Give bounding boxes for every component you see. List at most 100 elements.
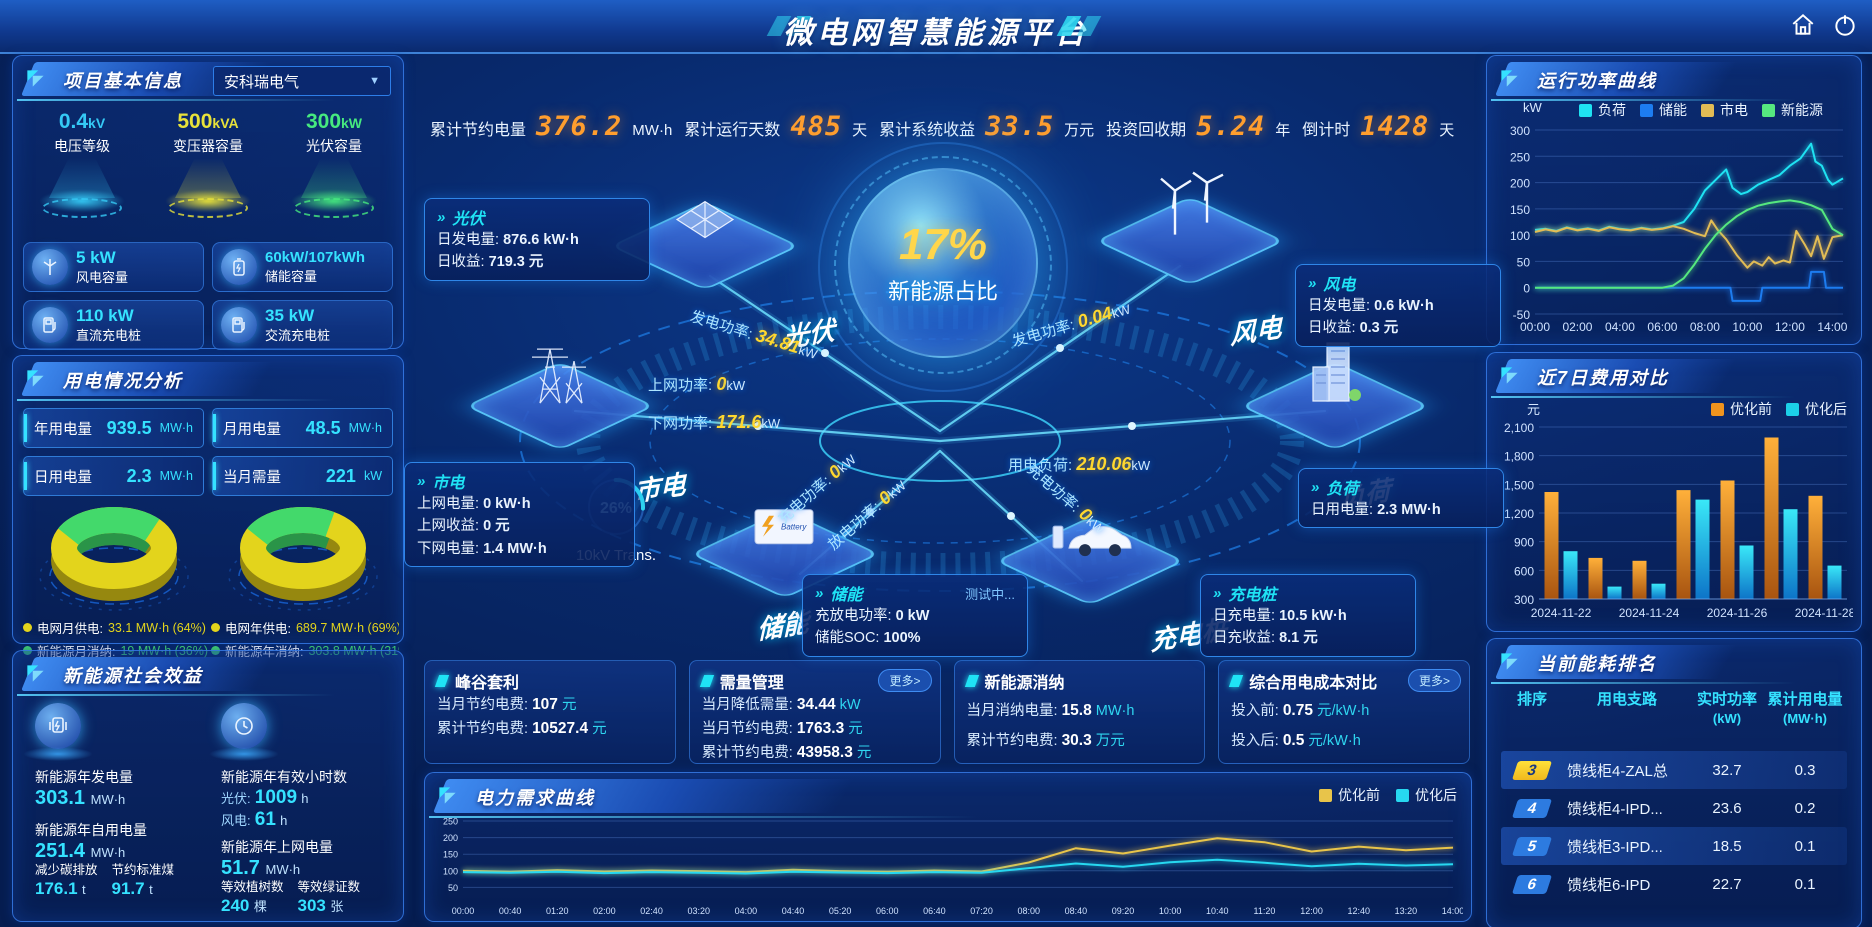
benefit-self-use: 新能源年自用电量 251.4 MW·h [35, 822, 147, 862]
svg-text:12:00: 12:00 [1300, 906, 1323, 916]
panel-header: 新能源社会效益 [17, 657, 336, 696]
svg-text:08:00: 08:00 [1690, 320, 1720, 334]
svg-text:14:00: 14:00 [1442, 906, 1463, 916]
demand-legend: 优化前 优化后 [1319, 785, 1457, 805]
flow-load-power: 用电负荷: 210.06kW [1008, 454, 1151, 474]
kpi-payback-period: 投资回收期 5.24 年 [1106, 110, 1291, 142]
energy-flow-diagram: 17% 新能源占比 光伏 风电 [404, 142, 1504, 662]
rank-badge: 4 [1511, 798, 1553, 818]
svg-text:2024-11-24: 2024-11-24 [1619, 606, 1680, 620]
y-axis-unit: 元 [1527, 402, 1541, 417]
benefit-carbon-coal: 减少碳排放 176.1 t 节约标准煤 91.7 t [35, 863, 175, 898]
svg-text:1,500: 1,500 [1504, 478, 1534, 492]
supply-donut-charts [19, 498, 397, 616]
wind-turbine-icon [32, 249, 68, 285]
run-power-legend: 负荷 储能 市电 新能源 [1579, 100, 1823, 120]
svg-text:06:00: 06:00 [1647, 320, 1677, 334]
legend-item: 储能 [1640, 100, 1687, 120]
svg-text:13:20: 13:20 [1395, 906, 1418, 916]
stat-month-energy: 月用电量 48.5 MW·h [212, 408, 393, 448]
arrow-icon: » [437, 208, 446, 226]
tick-icon [964, 675, 979, 687]
legend-item: 优化前 [1319, 785, 1380, 805]
svg-text:10:00: 10:00 [1159, 906, 1182, 916]
kpi-strip: 累计节约电量 376.2 MW·h 累计运行天数 485 天 累计系统收益 33… [424, 100, 1456, 152]
card-ac-charger: 35 kW 交流充电桩 [212, 300, 393, 350]
svg-text:50: 50 [1517, 255, 1531, 269]
legend-item: 电网月供电: 33.1 MW·h (64%) [23, 618, 211, 637]
svg-text:11:20: 11:20 [1253, 906, 1275, 916]
svg-text:01:20: 01:20 [546, 906, 569, 916]
load-info-card: » 负荷 日用电量: 2.3 MW·h [1298, 468, 1504, 529]
svg-text:00:00: 00:00 [1520, 320, 1550, 334]
panel-energy-rank: 当前能耗排名 排序 用电支路 实时功率 (kW) 累计用电量 (MW·h) 3 馈线… [1486, 638, 1862, 927]
card-wind-capacity: 5 kW 风电容量 [23, 242, 204, 292]
home-button[interactable] [1786, 8, 1820, 42]
tick-icon [699, 675, 714, 687]
svg-text:300: 300 [1514, 593, 1534, 607]
svg-text:2024-11-26: 2024-11-26 [1707, 606, 1768, 620]
legend-item: 优化后 [1786, 399, 1847, 419]
svg-text:03:20: 03:20 [687, 906, 710, 916]
tick-icon [434, 675, 450, 687]
panel-header: 电力需求曲线 [428, 779, 978, 818]
capacity-pedestals: 0.4kV 电压等级 500kVA 变压器容量 300kW 光伏容量 [19, 110, 397, 218]
svg-text:02:40: 02:40 [640, 906, 663, 916]
more-button[interactable]: 更多> [1407, 669, 1461, 692]
rank-badge: 5 [1511, 836, 1553, 856]
svg-text:07:20: 07:20 [970, 906, 993, 916]
table-row[interactable]: 4 馈线柜4-IPD... 23.6 0.2 [1501, 789, 1847, 827]
kpi-run-days: 累计运行天数 485 天 [684, 110, 868, 142]
tick-icon [1229, 675, 1244, 687]
svg-text:150: 150 [1510, 203, 1530, 217]
charger-info-card: » 充电桩 日充电量: 10.5 kW·h 日充收益: 8.1 元 [1200, 574, 1416, 657]
transmission-tower-icon [520, 335, 600, 412]
more-button[interactable]: 更多> [878, 669, 932, 692]
battery-container-icon: Battery [747, 500, 823, 559]
svg-text:600: 600 [1514, 564, 1534, 578]
pedestal-voltage: 0.4kV 电压等级 [19, 110, 145, 218]
svg-text:05:20: 05:20 [829, 906, 852, 916]
card-demand-management: 需量管理 更多> 当月降低需量: 34.44 kW 当月节约电费: 1763.3… [688, 660, 941, 764]
pedestal-pv: 300kW 光伏容量 [271, 110, 397, 218]
svg-text:00:40: 00:40 [499, 906, 522, 916]
panel-usage-analysis: 用电情况分析 年用电量 939.5 MW·h 月用电量 48.5 MW·h 日用电量… [12, 355, 404, 659]
solar-panel-icon [669, 194, 741, 251]
table-row[interactable]: 3 馈线柜4-ZAL总 32.7 0.3 [1501, 751, 1847, 789]
svg-text:100: 100 [443, 866, 458, 876]
svg-text:12:40: 12:40 [1347, 906, 1370, 916]
legend-item: 市电 [1701, 100, 1748, 120]
svg-text:200: 200 [1510, 177, 1530, 191]
svg-text:1,200: 1,200 [1504, 507, 1534, 521]
panel-header: 近7日费用对比 [1491, 359, 1797, 398]
new-energy-share-value: 17% [898, 220, 988, 269]
svg-text:300: 300 [1510, 124, 1530, 138]
panel-corner-icon [23, 661, 49, 692]
run-power-chart: -50 0 50 100 150 200 250 300 00:00 02:00 04:00 06:0… [1510, 124, 1848, 334]
clock-icon [221, 703, 267, 749]
power-button[interactable] [1828, 8, 1862, 42]
stat-year-energy: 年用电量 939.5 MW·h [23, 408, 204, 448]
svg-text:06:40: 06:40 [923, 906, 946, 916]
svg-text:00:00: 00:00 [452, 906, 475, 916]
arrow-icon: » [815, 584, 824, 602]
panel-corner-icon [1497, 66, 1523, 97]
panel-corner-icon [23, 66, 49, 97]
new-energy-share-label: 新能源占比 [887, 279, 998, 304]
panel-corner-icon [435, 783, 461, 814]
wind-turbines-icon [1147, 165, 1233, 248]
svg-text:2,100: 2,100 [1504, 421, 1534, 435]
arrow-icon: » [417, 472, 426, 490]
company-select[interactable]: 安科瑞电气 ▼ [213, 66, 391, 96]
benefit-col-hours: 新能源年有效小时数 光伏: 1009 h 风电: 61 h 新能源年上网电量 5… [209, 703, 401, 916]
svg-text:06:00: 06:00 [876, 906, 899, 916]
rank-table-header: 排序 用电支路 实时功率 (kW) 累计用电量 (MW·h) [1516, 691, 1843, 726]
ess-info-card: » 储能 测试中... 充放电功率: 0 kW 储能SOC: 100% [802, 574, 1028, 657]
legend-item: 电网年供电: 689.7 MW·h (69%) [211, 618, 399, 637]
table-row[interactable]: 6 馈线柜6-IPD 22.7 0.1 [1501, 865, 1847, 903]
table-row[interactable]: 5 馈线柜3-IPD... 18.5 0.1 [1501, 827, 1847, 865]
flow-draw-power: 下网功率: 171.6kW [648, 412, 781, 432]
svg-text:-50: -50 [1513, 308, 1531, 322]
panel-header: 当前能耗排名 [1491, 645, 1797, 684]
svg-text:250: 250 [443, 817, 458, 827]
